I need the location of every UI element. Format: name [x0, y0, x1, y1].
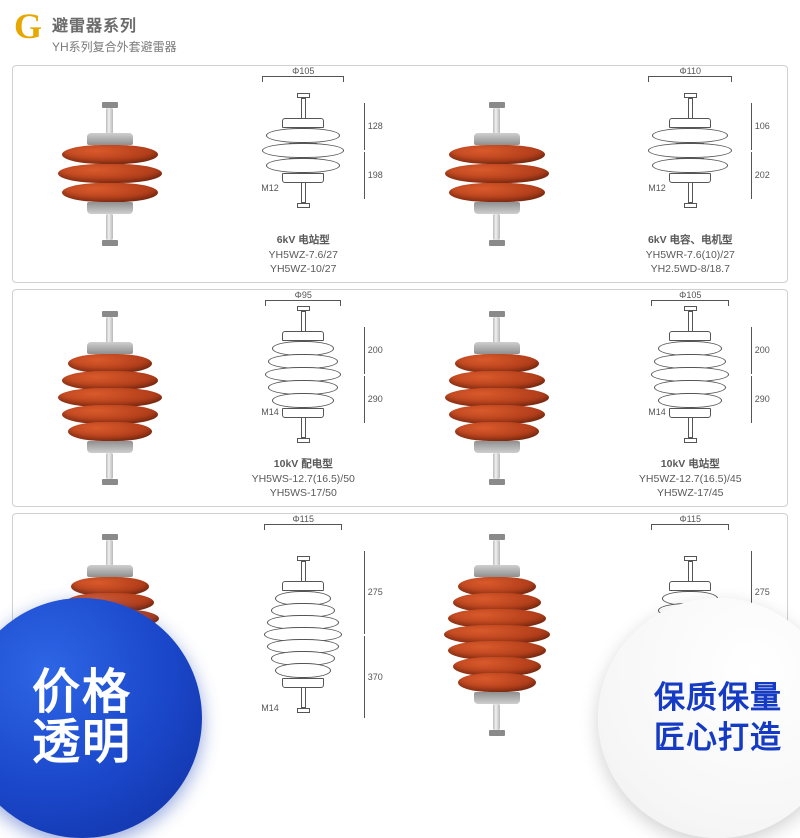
thread-label: M12: [648, 183, 666, 193]
caption-model: YH2.5WD-8/18.7: [646, 262, 735, 276]
price-badge-line2: 透明: [32, 718, 132, 768]
quality-badge-text: 保质保量 匠心打造: [654, 678, 782, 759]
dim-height-label: 106: [755, 121, 770, 131]
arrester-photo: [442, 102, 552, 246]
dim-width-label: Φ115: [292, 514, 314, 524]
catalog-page: G 避雷器系列 YH系列复合外套避雷器 Φ105 128 198 M12 6kV 电站型…: [0, 0, 800, 800]
dim-height-label: 200: [368, 345, 383, 355]
dim-height-label: 275: [755, 587, 770, 597]
dim-height-label: 370: [368, 672, 383, 682]
caption-model: YH5WZ-7.6/27: [269, 248, 338, 262]
caption-model: YH5WS-17/50: [252, 486, 355, 500]
dim-height-label: 290: [755, 394, 770, 404]
arrester-diagram: Φ105200290M14: [610, 296, 770, 453]
arrester-photo: [55, 311, 165, 485]
arrester-diagram-cell: Φ105 200 290 M14 10kV 电站型YH5WZ-12.7(16.5)/45…: [594, 290, 788, 506]
header-text-block: 避雷器系列 YH系列复合外套避雷器: [52, 8, 177, 55]
thread-label: M12: [261, 183, 279, 193]
caption-model: YH5WZ-10/27: [269, 262, 338, 276]
dim-width-label: Φ115: [679, 514, 701, 524]
product-caption: 10kV 配电型YH5WS-12.7(16.5)/50YH5WS-17/50: [252, 453, 355, 500]
header-title: 避雷器系列: [52, 12, 177, 36]
price-badge-line1: 价格: [32, 668, 132, 718]
arrester-photo-cell: [13, 290, 207, 506]
dim-width-label: Φ95: [295, 290, 312, 300]
dim-height-label: 200: [755, 345, 770, 355]
arrester-photo: [55, 102, 165, 246]
dim-width-label: Φ105: [679, 290, 701, 300]
arrester-diagram: Φ115275370M14: [223, 520, 383, 749]
caption-model: YH5WZ-17/45: [639, 486, 742, 500]
thread-label: M14: [261, 407, 279, 417]
dim-height-label: 202: [755, 170, 770, 180]
page-header: G 避雷器系列 YH系列复合外套避雷器: [0, 0, 800, 65]
product-caption: 10kV 电站型YH5WZ-12.7(16.5)/45YH5WZ-17/45: [639, 453, 742, 500]
quality-badge-line1: 保质保量: [654, 678, 782, 718]
dim-height-label: 275: [368, 587, 383, 597]
arrester-diagram: Φ95200290M14: [223, 296, 383, 453]
arrester-diagram: Φ105128198M12: [223, 72, 383, 229]
dim-width-label: Φ110: [679, 66, 701, 76]
arrester-photo: [442, 534, 552, 736]
caption-type: 6kV 电站型: [269, 233, 338, 247]
caption-type: 10kV 配电型: [252, 457, 355, 471]
logo-letter: G: [14, 8, 42, 44]
arrester-diagram-cell: Φ95 200 290 M14 10kV 配电型YH5WS-12.7(16.5)/50Y…: [207, 290, 401, 506]
thread-label: M14: [261, 703, 279, 713]
arrester-diagram: Φ110106202M12: [610, 72, 770, 229]
caption-model: YH5WZ-12.7(16.5)/45: [639, 472, 742, 486]
dim-height-label: 198: [368, 170, 383, 180]
quality-badge-line2: 匠心打造: [654, 718, 782, 758]
product-row: Φ95200290M1410kV 配电型YH5WS-12.7(16.5)/50Y…: [12, 289, 788, 507]
arrester-photo-cell: [400, 290, 594, 506]
arrester-photo: [442, 311, 552, 485]
product-row: Φ105 128 198 M12 6kV 电站型YH5WZ-7.6/27YH5WZ-10…: [12, 65, 788, 283]
header-subtitle: YH系列复合外套避雷器: [52, 38, 177, 55]
arrester-photo-cell: [13, 66, 207, 282]
arrester-photo-cell: [400, 514, 594, 755]
product-caption: 6kV 电站型YH5WZ-7.6/27YH5WZ-10/27: [269, 229, 338, 276]
dim-width-label: Φ105: [292, 66, 314, 76]
product-caption: 6kV 电容、电机型YH5WR-7.6(10)/27YH2.5WD-8/18.7: [646, 229, 735, 276]
caption-model: YH5WR-7.6(10)/27: [646, 248, 735, 262]
arrester-photo-cell: [400, 66, 594, 282]
dim-height-label: 128: [368, 121, 383, 131]
caption-type: 6kV 电容、电机型: [646, 233, 735, 247]
price-badge-text: 价格 透明: [32, 668, 132, 769]
dim-height-label: 290: [368, 394, 383, 404]
caption-model: YH5WS-12.7(16.5)/50: [252, 472, 355, 486]
arrester-diagram-cell: Φ115 275 370 M14: [207, 514, 401, 755]
arrester-diagram-cell: Φ110 106 202 M12 6kV 电容、电机型YH5WR-7.6(10)/27Y…: [594, 66, 788, 282]
thread-label: M14: [648, 407, 666, 417]
caption-type: 10kV 电站型: [639, 457, 742, 471]
arrester-diagram-cell: Φ105 128 198 M12 6kV 电站型YH5WZ-7.6/27YH5WZ-10…: [207, 66, 401, 282]
